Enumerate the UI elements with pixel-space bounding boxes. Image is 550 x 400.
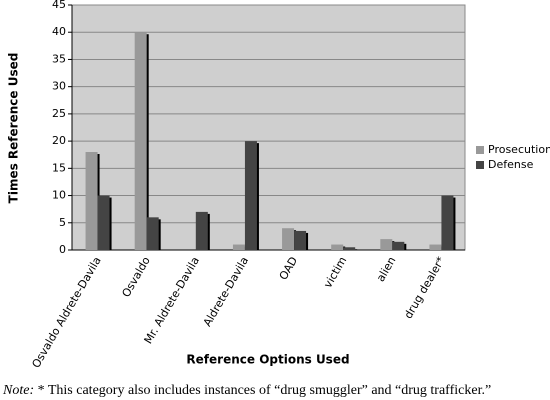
- bar: [85, 152, 98, 250]
- bar: [97, 195, 110, 250]
- x-tick-label: OAD: [277, 255, 300, 283]
- bar: [134, 32, 147, 250]
- y-tick-label: 5: [59, 216, 66, 229]
- x-tick-label: Aldrete-Davila: [201, 255, 251, 329]
- y-tick-label: 20: [52, 134, 66, 147]
- x-tick-label: Mr. Aldrete-Davila: [142, 255, 202, 347]
- y-tick-label: 15: [52, 161, 66, 174]
- y-tick-label: 10: [52, 189, 66, 202]
- bar: [146, 217, 159, 250]
- y-tick-label: 25: [52, 107, 66, 120]
- note-label: Note:: [2, 383, 34, 398]
- x-tick-label: drug dealer*: [402, 254, 448, 321]
- x-tick-label: Osvaldo: [119, 254, 153, 299]
- bar: [343, 247, 356, 250]
- y-axis-title: Times Reference Used: [7, 53, 21, 204]
- y-tick-label: 35: [52, 52, 66, 65]
- note-text: * This category also includes instances …: [38, 383, 492, 398]
- legend-label: Defense: [488, 158, 534, 171]
- y-tick-label: 30: [52, 80, 66, 93]
- bar: [282, 228, 295, 250]
- bar: [195, 211, 208, 250]
- note: Note: * This category also includes inst…: [2, 383, 491, 398]
- x-axis-title: Reference Options Used: [186, 353, 349, 367]
- bar: [232, 244, 245, 250]
- legend-label: Prosecution: [488, 143, 550, 156]
- x-tick-label: alien: [374, 254, 399, 284]
- bar: [294, 230, 307, 250]
- bar: [392, 241, 405, 250]
- bar: [244, 141, 257, 250]
- x-tick-label: Osvaldo Aldrete-Davila: [29, 255, 103, 371]
- y-tick-label: 40: [52, 25, 66, 38]
- bar: [441, 195, 454, 250]
- bar: [331, 244, 344, 250]
- bar: [429, 244, 442, 250]
- plot-area: [71, 4, 466, 251]
- legend-swatch: [476, 161, 484, 169]
- x-tick-label: victim: [321, 255, 349, 291]
- y-tick-label: 0: [59, 243, 66, 256]
- legend-swatch: [476, 146, 484, 154]
- y-tick-label: 45: [52, 0, 66, 11]
- bar: [380, 239, 393, 250]
